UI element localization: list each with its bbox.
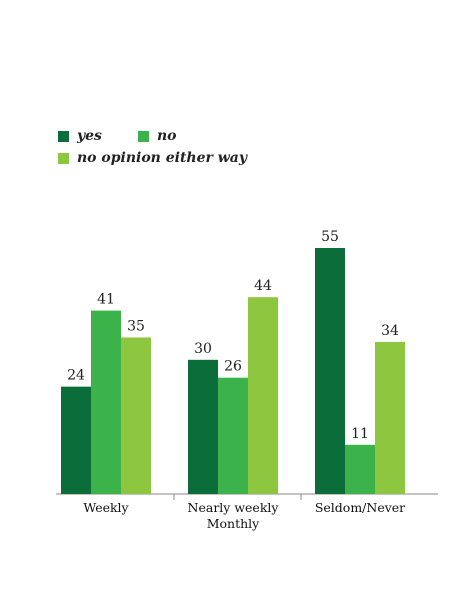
category-label: Nearly weekly <box>188 500 280 515</box>
bar-no-1 <box>218 377 248 494</box>
data-label: 24 <box>67 368 85 384</box>
legend-item-no: no <box>138 128 177 144</box>
data-label: 44 <box>254 278 272 294</box>
legend-swatch-no-opinion <box>58 152 69 164</box>
category-label: Monthly <box>207 516 260 531</box>
bar-yes-1 <box>188 359 218 494</box>
bar-no-opinion-either-way-0 <box>121 337 151 494</box>
data-label: 34 <box>381 323 399 339</box>
bar-yes-2 <box>315 248 345 494</box>
data-label: 41 <box>97 292 115 308</box>
legend-label-yes: yes <box>77 128 102 144</box>
legend-label-no-opinion: no opinion either way <box>77 150 248 166</box>
data-label: 26 <box>224 359 242 375</box>
legend-label-no: no <box>157 128 177 144</box>
legend-item-no-opinion: no opinion either way <box>58 150 247 166</box>
bar-no-2 <box>345 444 375 494</box>
legend-swatch-yes <box>58 130 69 142</box>
bar-no-opinion-either-way-1 <box>248 297 278 494</box>
category-label: Seldom/Never <box>315 500 405 515</box>
bar-yes-0 <box>61 386 91 494</box>
data-label: 35 <box>127 318 145 334</box>
legend-swatch-no <box>138 130 149 142</box>
data-label: 55 <box>321 229 339 245</box>
legend-item-yes: yes <box>58 128 102 144</box>
data-label: 11 <box>351 426 369 442</box>
data-label: 30 <box>194 341 212 357</box>
bar-no-0 <box>91 310 121 494</box>
bar-no-opinion-either-way-2 <box>375 341 405 494</box>
category-label: Weekly <box>83 500 129 515</box>
